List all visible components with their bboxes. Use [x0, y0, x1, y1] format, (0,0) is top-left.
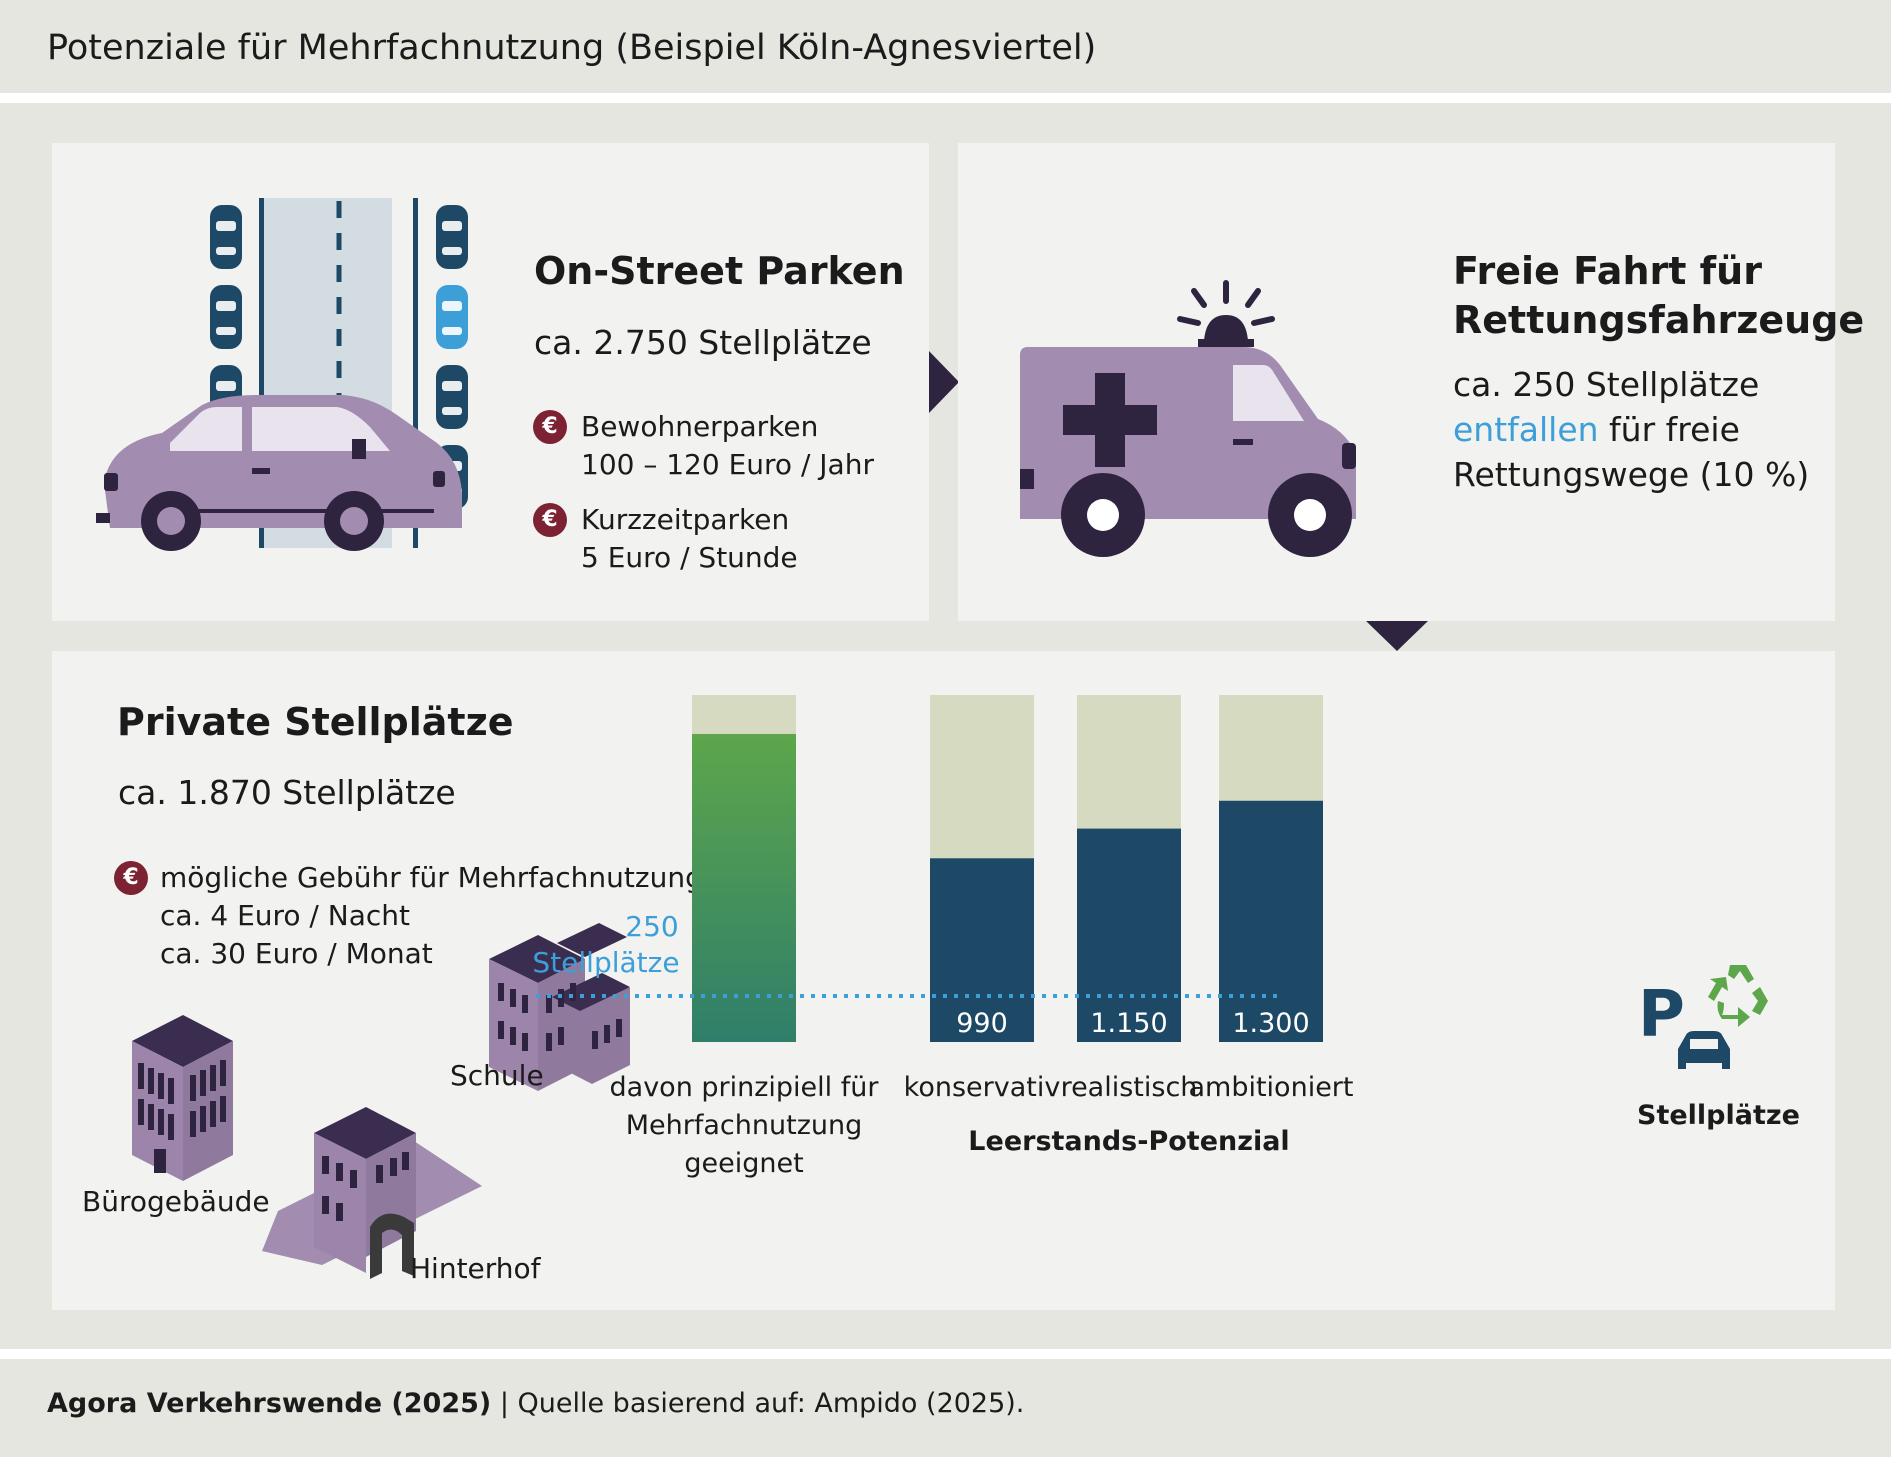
- rescue-accent-word: entfallen: [1453, 410, 1599, 449]
- panel-onstreet-parking: On-Street Parken ca. 2.750 Stellplätze €…: [52, 143, 929, 621]
- car-icon: [96, 198, 468, 551]
- bar-value-label: 1.300: [1232, 1008, 1309, 1039]
- onstreet-fee2-label: Kurzzeitparken: [581, 503, 790, 536]
- private-count: ca. 1.870 Stellplätze: [118, 773, 456, 812]
- rescue-line3: Rettungswege (10 %): [1453, 455, 1810, 494]
- rescue-line2: entfallen für freie: [1453, 410, 1740, 449]
- bar-vacancy-3: [1219, 800, 1323, 1042]
- onstreet-fee1-label: Bewohnerparken: [581, 410, 819, 443]
- euro-icon: €: [114, 861, 148, 895]
- bar-vacancy-2: [1077, 828, 1181, 1042]
- private-heading: Private Stellplätze: [117, 700, 514, 744]
- bar-value-label: 1.150: [1090, 1008, 1167, 1039]
- label-office: Bürogebäude: [82, 1185, 270, 1218]
- label-backyard: Hinterhof: [410, 1252, 541, 1285]
- onstreet-count: ca. 2.750 Stellplätze: [534, 323, 872, 362]
- office-building-icon: [132, 1015, 233, 1181]
- category-label: geeignet: [684, 1148, 803, 1179]
- parking-recycle-icon: P: [1638, 965, 1768, 1069]
- rescue-line2-rest: für freie: [1598, 410, 1740, 449]
- title-bar: [0, 0, 1891, 93]
- private-fee-label: mögliche Gebühr für Mehrfachnutzung: [160, 861, 703, 894]
- reference-line-value: 250: [625, 910, 678, 943]
- private-fee-line1: ca. 4 Euro / Nacht: [160, 899, 410, 932]
- backyard-icon: [262, 1107, 482, 1279]
- label-school: Schule: [450, 1059, 544, 1092]
- rescue-heading-line1: Freie Fahrt für: [1453, 249, 1762, 293]
- school-icon: [489, 923, 630, 1091]
- category-label: Mehrfachnutzung: [626, 1110, 862, 1141]
- category-label: ambitioniert: [1188, 1072, 1353, 1103]
- panel-private-parking: Private Stellplätze ca. 1.870 Stellplätz…: [52, 651, 1835, 1310]
- private-fee-line2: ca. 30 Euro / Monat: [160, 937, 433, 970]
- bar-suitable: [692, 733, 796, 1042]
- arrow-right-icon: [929, 351, 959, 413]
- unit-label: Stellplätze: [1637, 1100, 1800, 1131]
- onstreet-fee2-value: 5 Euro / Stunde: [581, 541, 798, 574]
- category-label: realistisch: [1061, 1072, 1198, 1103]
- buildings-illustration: [132, 923, 630, 1279]
- arrow-down-icon: [1366, 621, 1428, 651]
- ambulance-icon: [1020, 280, 1356, 557]
- onstreet-heading: On-Street Parken: [534, 249, 905, 293]
- onstreet-fee1-value: 100 – 120 Euro / Jahr: [581, 448, 874, 481]
- bar-vacancy-1: [930, 858, 1034, 1042]
- euro-icon: €: [533, 503, 567, 537]
- footer-source-rest: | Quelle basierend auf: Ampido (2025).: [491, 1388, 1025, 1419]
- divider-top: [0, 93, 1891, 103]
- footer-source-bold: Agora Verkehrswende (2025): [47, 1388, 492, 1419]
- bar-value-label: 990: [956, 1008, 1008, 1039]
- rescue-heading-line2: Rettungsfahrzeuge: [1453, 298, 1865, 342]
- group-label: Leerstands-Potenzial: [968, 1126, 1289, 1157]
- euro-icon: €: [533, 410, 567, 444]
- svg-text:P: P: [1638, 978, 1685, 1052]
- footer-source: Agora Verkehrswende (2025) | Quelle basi…: [47, 1388, 1024, 1419]
- category-label: davon prinzipiell für: [610, 1072, 880, 1103]
- category-label: konservativ: [904, 1072, 1061, 1103]
- reference-line-unit: Stellplätze: [532, 946, 679, 979]
- page-title: Potenziale für Mehrfachnutzung (Beispiel…: [47, 28, 1097, 68]
- divider-bottom: [0, 1349, 1891, 1359]
- rescue-line1: ca. 250 Stellplätze: [1453, 365, 1760, 404]
- panel-rescue-vehicles: Freie Fahrt für Rettungsfahrzeuge ca. 25…: [958, 143, 1864, 621]
